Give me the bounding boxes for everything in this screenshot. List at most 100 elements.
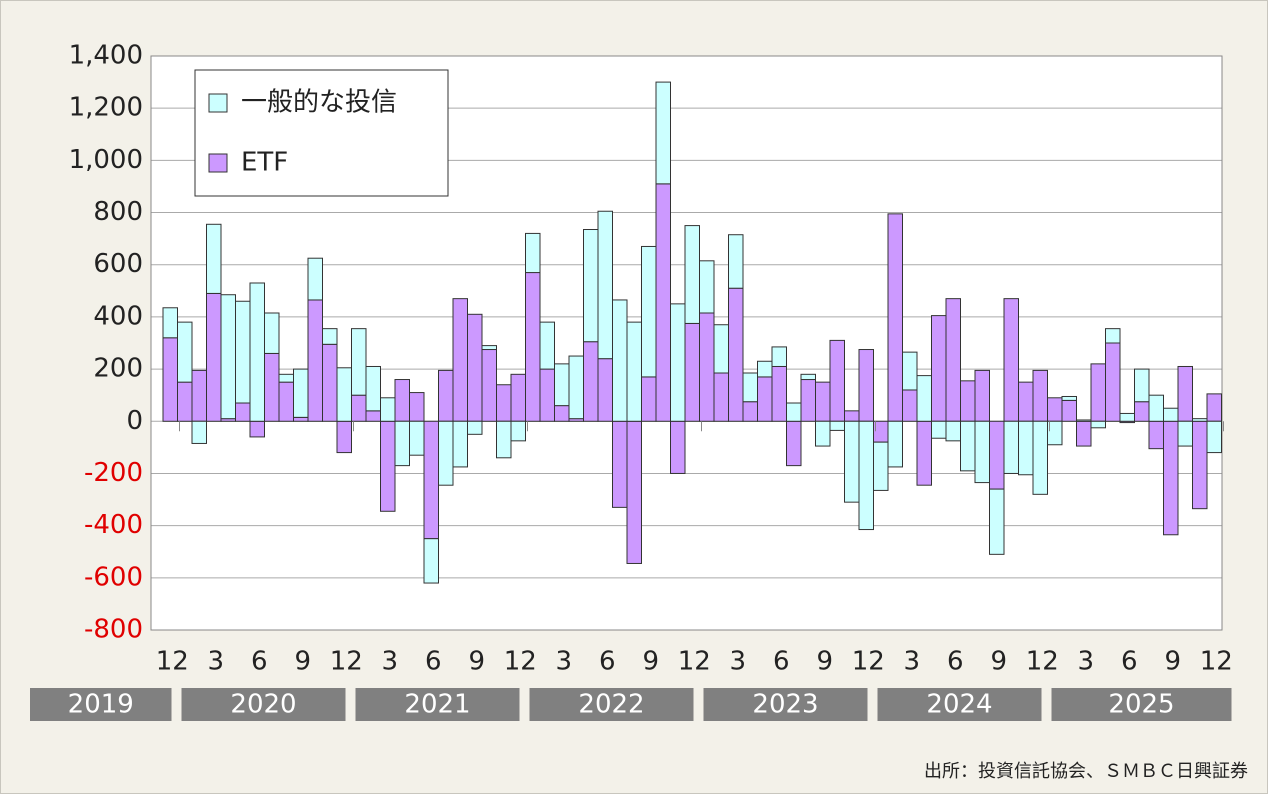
bar-segment (931, 420, 947, 439)
legend-swatch (208, 93, 228, 113)
year-box (30, 688, 172, 721)
x-tick-label: 6 (425, 647, 442, 677)
bar-segment (1018, 420, 1034, 476)
bar-segment (1148, 420, 1164, 450)
bar-segment (1047, 420, 1063, 446)
y-tick-label: 200 (93, 354, 143, 384)
bar-segment (583, 341, 599, 422)
bar-segment (670, 420, 686, 474)
x-tick-label: 6 (1121, 647, 1138, 677)
year-box (529, 688, 694, 721)
bar-segment (612, 299, 628, 422)
bar-segment (1018, 381, 1034, 422)
x-tick-label: 12 (678, 647, 711, 677)
bar-segment (264, 352, 280, 422)
bar-segment (655, 81, 671, 185)
bar-segment (916, 375, 932, 422)
bar-segment (1206, 420, 1222, 454)
bar-segment (1003, 420, 1019, 474)
bar-segment (467, 313, 483, 422)
legend-label: ETF (241, 148, 288, 178)
year-label: 2022 (578, 690, 644, 720)
bar-segment (1032, 369, 1048, 422)
bar-segment (829, 420, 845, 431)
bar-segment (423, 538, 439, 584)
bar-segment (945, 420, 961, 442)
bar-segment (597, 210, 613, 360)
bar-segment (786, 420, 802, 467)
x-tick-label: 9 (990, 647, 1007, 677)
x-tick-label: 12 (156, 647, 189, 677)
bar-segment (974, 420, 990, 484)
bar-segment (684, 322, 700, 422)
bar-segment (1206, 393, 1222, 422)
year-box (703, 688, 868, 721)
bar-segment (670, 303, 686, 422)
bar-segment (960, 380, 976, 422)
bar-segment (481, 349, 497, 422)
bar-segment (800, 373, 816, 381)
y-tick-label: -400 (84, 510, 143, 540)
y-tick-label: 400 (93, 301, 143, 331)
bar-segment (931, 315, 947, 422)
bar-segment (684, 225, 700, 324)
x-tick-label: 3 (903, 647, 920, 677)
year-box (181, 688, 346, 721)
x-tick-label: 12 (1026, 647, 1059, 677)
bar-segment (206, 292, 222, 422)
bar-segment (264, 312, 280, 354)
x-tick-label: 12 (852, 647, 885, 677)
bar-segment (365, 365, 381, 412)
bar-segment (771, 365, 787, 422)
bar-segment (177, 321, 193, 383)
x-tick-label: 12 (330, 647, 363, 677)
bar-segment (525, 272, 541, 422)
bar-segment (1177, 365, 1193, 422)
bar-segment (322, 343, 338, 422)
bar-segment (249, 420, 265, 438)
bar-segment (902, 389, 918, 422)
bar-segment (351, 394, 367, 422)
bar-segment (641, 245, 657, 378)
bar-segment (1047, 397, 1063, 422)
bar-segment (1003, 298, 1019, 422)
bar-segment (220, 294, 236, 420)
bar-segment (423, 420, 439, 540)
bar-segment (757, 376, 773, 422)
legend-swatch (208, 153, 228, 173)
bar-segment (278, 373, 294, 383)
year-label: 2019 (68, 690, 134, 720)
bar-segment (293, 368, 309, 418)
bar-segment (336, 420, 352, 454)
bar-segment (1032, 420, 1048, 495)
bar-segment (438, 420, 454, 486)
bar-segment (293, 416, 309, 422)
bar-segment (481, 345, 497, 351)
bar-segment (380, 420, 396, 512)
bar-segment (583, 229, 599, 343)
bar-segment (597, 358, 613, 422)
bar-segment (177, 381, 193, 422)
y-tick-label: 1,400 (69, 41, 143, 71)
bar-segment (191, 420, 207, 444)
y-tick-label: 1,000 (69, 145, 143, 175)
bar-segment (322, 328, 338, 345)
x-tick-label: 12 (1200, 647, 1233, 677)
bar-segment (655, 183, 671, 422)
y-tick-label: -200 (84, 458, 143, 488)
bar-segment (1134, 368, 1150, 403)
bar-segment (829, 339, 845, 422)
bar-segment (742, 372, 758, 403)
bar-segment (989, 488, 1005, 555)
x-tick-label: 9 (816, 647, 833, 677)
bar-segment (525, 232, 541, 274)
bar-segment (467, 420, 483, 435)
bar-segment (351, 328, 367, 396)
x-tick-label: 3 (381, 647, 398, 677)
x-tick-label: 6 (947, 647, 964, 677)
bar-segment (916, 420, 932, 486)
bar-segment (945, 298, 961, 422)
bar-segment (307, 257, 323, 301)
bar-segment (713, 372, 729, 422)
